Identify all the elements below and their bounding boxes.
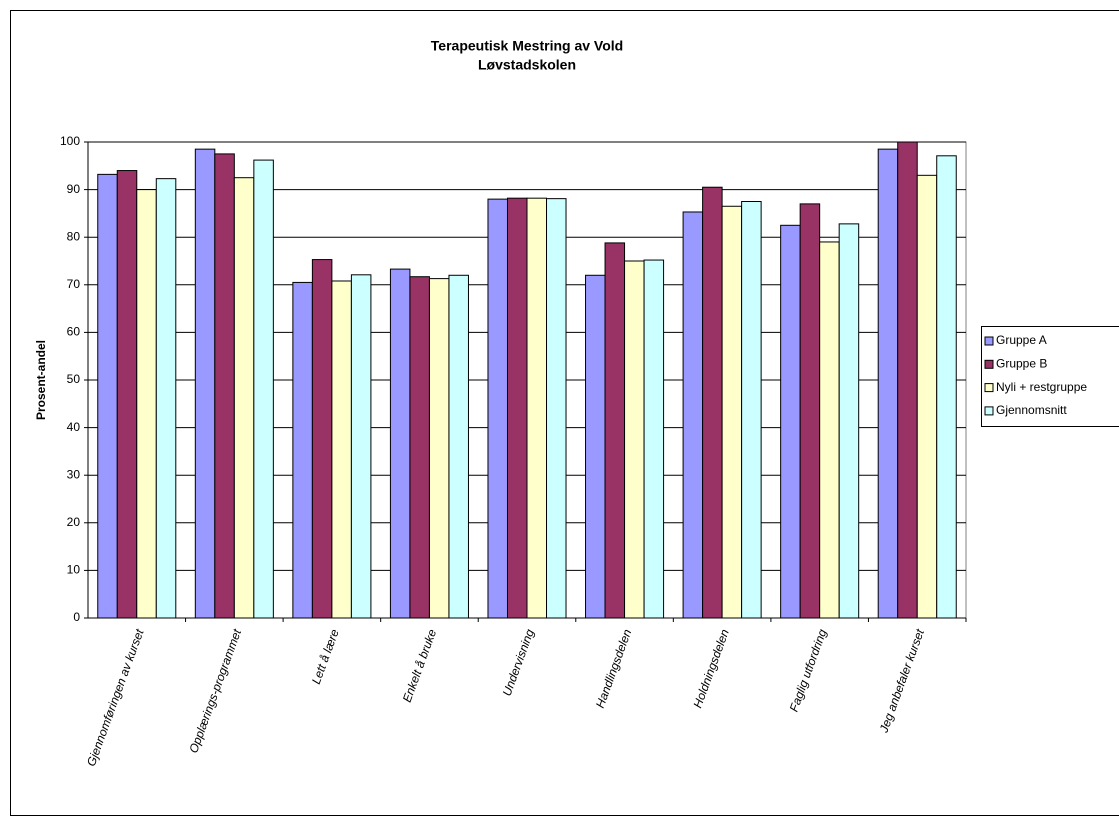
bar: [487, 198, 508, 619]
bar: [350, 274, 372, 619]
bar: [936, 155, 957, 619]
bar: [311, 259, 333, 619]
bar: [136, 189, 157, 619]
bar: [624, 260, 645, 619]
bar: [682, 211, 704, 619]
bar: [721, 205, 743, 619]
y-tick-label: 10: [67, 563, 81, 577]
y-tick-label: 30: [67, 467, 81, 481]
y-tick-label: 50: [67, 372, 81, 386]
legend-label: Gruppe A: [996, 333, 1047, 347]
legend-swatch: [984, 359, 994, 369]
y-tick-label: 40: [67, 420, 81, 434]
bar: [214, 153, 235, 619]
bar: [799, 203, 821, 619]
bar: [604, 242, 626, 619]
bar: [253, 159, 274, 619]
chart-title: Terapeutisk Mestring av Vold: [431, 38, 623, 54]
y-tick-label: 100: [60, 134, 80, 148]
bar: [97, 173, 118, 619]
bar: [819, 241, 840, 619]
bar: [526, 197, 548, 619]
chart-subtitle: Løvstadskolen: [478, 57, 576, 73]
bar: [838, 223, 860, 619]
bar: [292, 281, 313, 619]
bar: [916, 174, 938, 619]
y-tick-label: 20: [67, 515, 81, 529]
bar: [116, 170, 138, 619]
bar: [585, 274, 606, 619]
legend-label: Gjennomsnitt: [996, 403, 1067, 417]
bar: [233, 177, 255, 619]
legend-label: Nyli + restgruppe: [996, 380, 1087, 394]
bar: [389, 268, 411, 619]
bar: [448, 274, 469, 619]
bar: [546, 198, 567, 619]
y-axis-label: Prosent-andel: [34, 340, 48, 420]
bar: [506, 197, 528, 619]
y-tick-label: 80: [67, 229, 81, 243]
bar: [331, 280, 352, 619]
bar: [780, 224, 801, 619]
bar: [194, 148, 216, 619]
bar: [428, 278, 450, 619]
bar: [702, 186, 723, 619]
y-tick-label: 90: [67, 182, 81, 196]
legend-swatch: [984, 406, 994, 416]
bar: [741, 201, 762, 619]
bar: [877, 148, 899, 619]
bar: [409, 276, 430, 619]
legend: [981, 326, 1119, 427]
legend-swatch: [984, 336, 994, 346]
y-tick-label: 70: [67, 277, 81, 291]
y-tick-label: 0: [73, 610, 80, 624]
bar: [643, 259, 665, 619]
legend-swatch: [984, 383, 994, 393]
bar: [897, 141, 918, 619]
y-tick-label: 60: [67, 325, 81, 339]
bar: [155, 178, 177, 619]
legend-label: Gruppe B: [996, 356, 1047, 370]
